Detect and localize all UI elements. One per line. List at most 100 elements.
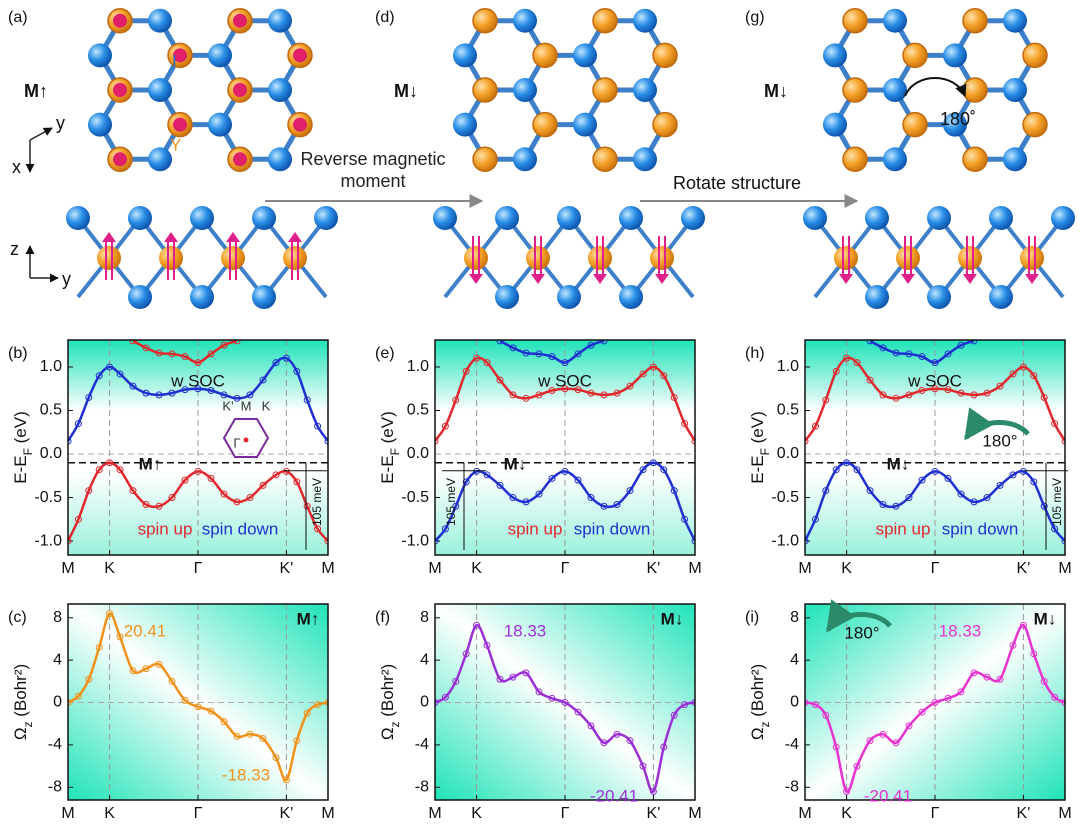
data-point (303, 502, 311, 510)
data-point (944, 694, 952, 702)
y-tick-label: 0.0 (777, 445, 799, 462)
data-point (626, 487, 634, 495)
atom (208, 112, 232, 137)
data-point (561, 467, 569, 475)
data-point (660, 466, 668, 474)
data-point (74, 692, 82, 700)
atom (88, 112, 112, 137)
x-tick-label: M (321, 560, 334, 577)
data-point (1009, 641, 1017, 649)
atom (495, 206, 519, 230)
panel-label: (b) (8, 345, 28, 362)
legend-entry: spin up (138, 519, 193, 538)
data-point (535, 350, 543, 358)
data-point (805, 537, 809, 545)
data-point (181, 386, 189, 394)
data-point (496, 481, 504, 489)
atom (148, 78, 172, 102)
data-point (435, 437, 439, 445)
atom (557, 206, 581, 230)
data-point (314, 422, 322, 430)
y-tick-label: -0.5 (771, 489, 799, 506)
x-tick-label: M (428, 805, 441, 822)
moment-arrow-head (164, 232, 178, 242)
data-point (462, 367, 470, 375)
y-axis-label: E-EF (eV) (748, 411, 772, 484)
data-point (811, 701, 819, 709)
data-point (106, 363, 114, 371)
y-label-sub: F (758, 448, 772, 455)
data-point (303, 396, 311, 404)
axis-label: z (10, 239, 19, 259)
x-tick-label: K (471, 805, 482, 822)
atom (453, 43, 477, 68)
data-point (181, 353, 189, 361)
data-point (435, 699, 439, 707)
atom (681, 206, 705, 230)
y-tick-label: 8 (53, 609, 62, 626)
data-point (918, 386, 926, 394)
x-tick-label: M (1058, 560, 1071, 577)
y-tick-label: 0 (790, 694, 799, 711)
atom (148, 147, 172, 172)
atom (97, 246, 121, 270)
data-point (155, 660, 163, 668)
atom (190, 285, 214, 309)
data-point (879, 391, 887, 399)
data-point (293, 737, 301, 745)
data-point (649, 459, 657, 467)
data-point (194, 467, 202, 475)
data-point (866, 340, 874, 345)
data-point (905, 391, 913, 399)
y-label-sub: F (21, 448, 35, 455)
chart: M K Γ K' M -1.0 -0.5 0.0 0.5 1.0 E-EF (eV) (e) M↓ spi… (375, 339, 702, 577)
data-point (574, 708, 582, 716)
atom (573, 43, 597, 68)
atom (557, 285, 581, 309)
y-label-main: Ω (748, 727, 767, 740)
data-point (74, 420, 82, 428)
moment-dot (233, 13, 247, 28)
moment-arrow-head (593, 274, 607, 284)
annotation: -20.41 (864, 786, 912, 805)
atom (865, 206, 889, 230)
data-point (866, 737, 874, 745)
data-point (691, 699, 695, 707)
moment-dot (173, 48, 187, 63)
data-point (561, 385, 569, 393)
y-tick-label: 0.0 (40, 445, 62, 462)
data-point (600, 340, 608, 345)
data-point (142, 501, 150, 509)
atom (650, 246, 674, 270)
data-point (535, 490, 543, 498)
x-tick-label: K' (647, 560, 661, 577)
data-point (522, 349, 530, 357)
data-point (441, 422, 449, 430)
data-point (905, 722, 913, 730)
atom (268, 78, 292, 102)
moment-arrow-head (102, 232, 116, 242)
data-point (1051, 420, 1059, 428)
moment-arrow-head (901, 274, 915, 284)
data-point (691, 437, 695, 445)
moment-label: M↑ (139, 454, 162, 473)
data-point (282, 467, 290, 475)
data-point (1030, 372, 1038, 380)
moment-dot (233, 152, 247, 167)
data-point (473, 354, 481, 362)
x-tick-label: K' (280, 560, 294, 577)
data-point (957, 389, 965, 397)
data-point (246, 494, 254, 502)
y-tick-label: 0.0 (407, 445, 429, 462)
moment-arrow-head (1025, 274, 1039, 284)
chart: M K Γ K' M-1.0-0.50.00.51.0E-EF (eV)(b)M↑spi… (8, 339, 335, 577)
data-point (181, 696, 189, 704)
data-point (996, 675, 1004, 683)
bz-label: K' (222, 398, 233, 413)
data-point (1030, 650, 1038, 658)
data-point (207, 707, 215, 715)
atom (513, 78, 537, 102)
data-point (600, 502, 608, 510)
data-point (626, 737, 634, 745)
data-point (587, 341, 595, 349)
